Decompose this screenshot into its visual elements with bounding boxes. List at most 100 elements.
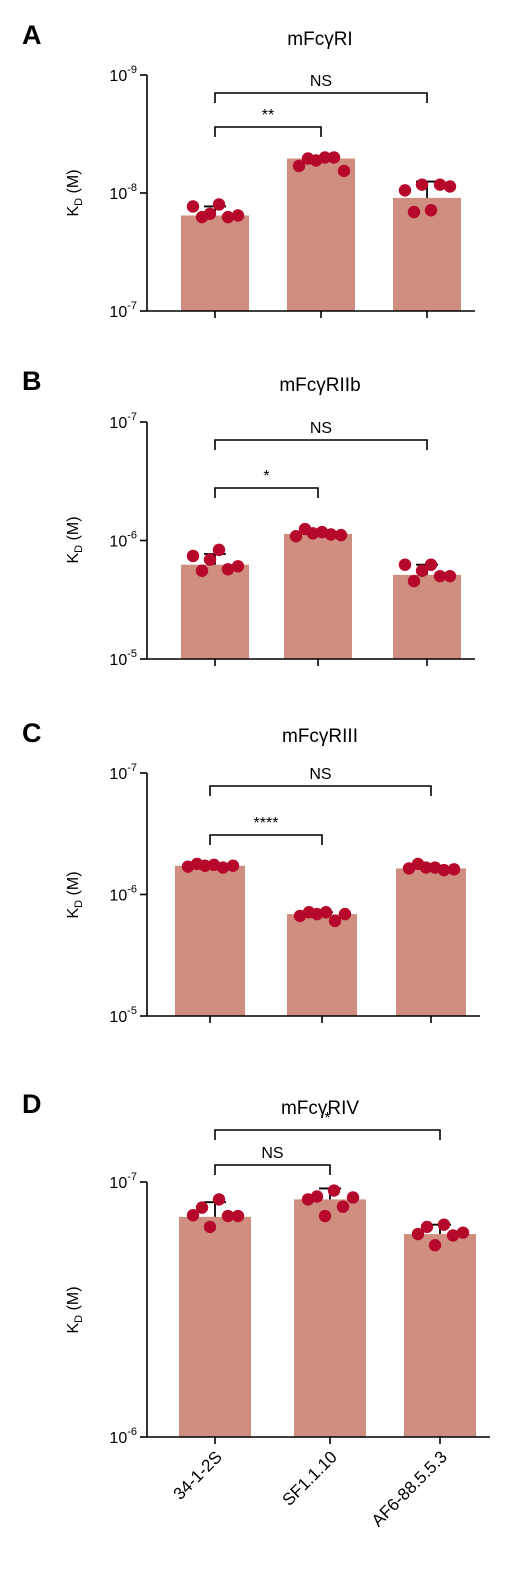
ylabel-unit: (M) <box>65 1286 82 1314</box>
ylabel-unit: (M) <box>65 871 82 899</box>
ylabel-sub: D <box>73 545 85 553</box>
tick-base: 10 <box>109 304 127 321</box>
y-axis-label: KD (M) <box>65 871 85 918</box>
data-point <box>327 1184 341 1197</box>
data-point <box>407 205 421 219</box>
y-tick-label: 10-7 <box>109 1171 137 1192</box>
data-point <box>437 863 451 877</box>
data-point <box>327 151 341 164</box>
significance-bracket <box>214 126 322 137</box>
data-point <box>221 210 235 224</box>
data-point <box>411 1227 425 1241</box>
data-point <box>318 151 332 164</box>
significance-bracket <box>214 439 428 450</box>
data-point <box>437 1218 451 1231</box>
data-point <box>398 184 412 197</box>
data-point <box>292 159 306 173</box>
y-tick-label: 10-5 <box>109 648 137 669</box>
tick-base: 10 <box>109 1009 127 1026</box>
data-point <box>433 569 447 583</box>
panel-label: C <box>22 718 42 748</box>
bar <box>294 1199 366 1437</box>
data-point <box>203 553 217 566</box>
bar <box>175 865 245 1016</box>
data-point <box>328 914 342 928</box>
significance-label: NS <box>261 1145 283 1162</box>
tick-base: 10 <box>109 1175 127 1192</box>
y-tick-label: 10-6 <box>109 884 137 905</box>
data-point <box>428 1239 442 1252</box>
data-point <box>186 1209 200 1222</box>
ylabel-sub: D <box>73 900 85 908</box>
tick-exponent: -7 <box>127 411 137 423</box>
data-point <box>446 1229 460 1242</box>
bar <box>404 1234 476 1437</box>
data-point <box>415 178 429 191</box>
data-point <box>318 1209 332 1223</box>
data-point <box>198 859 212 872</box>
y-axis-label: KD (M) <box>65 169 85 216</box>
tick-exponent: -6 <box>127 530 137 542</box>
tick-base: 10 <box>109 766 127 783</box>
bar <box>287 914 357 1016</box>
tick-base: 10 <box>109 68 127 85</box>
data-point <box>203 1220 217 1234</box>
data-point <box>398 558 412 571</box>
data-point <box>221 563 235 576</box>
bar <box>393 574 461 659</box>
chart-title: mFcγRI <box>287 29 352 50</box>
ylabel-main: K <box>65 908 82 919</box>
data-point <box>324 528 338 541</box>
tick-base: 10 <box>109 888 127 905</box>
y-tick-label: 10-7 <box>109 762 137 783</box>
ylabel-main: K <box>65 553 82 564</box>
data-point <box>407 574 421 588</box>
y-tick-label: 10-7 <box>109 411 137 432</box>
y-axis-label: KD (M) <box>65 1286 85 1333</box>
data-point <box>346 1191 360 1204</box>
data-point <box>221 1209 235 1223</box>
ylabel-main: K <box>65 206 82 217</box>
data-point <box>231 1209 245 1223</box>
data-point <box>310 1190 324 1203</box>
panel-label: B <box>22 366 42 396</box>
significance-bracket <box>214 487 319 498</box>
data-point <box>415 564 429 577</box>
tick-exponent: -6 <box>127 1426 137 1438</box>
data-point <box>289 530 303 543</box>
data-point <box>456 1226 470 1239</box>
y-tick-label: 10-6 <box>109 1426 137 1447</box>
bar <box>393 197 461 311</box>
bar <box>181 215 249 311</box>
tick-base: 10 <box>109 1430 127 1447</box>
data-point <box>231 209 245 222</box>
data-point <box>203 207 217 220</box>
tick-exponent: -6 <box>127 884 137 896</box>
data-point <box>419 861 433 874</box>
chart-title: mFcγRIII <box>282 726 358 747</box>
tick-exponent: -9 <box>127 64 137 76</box>
category-label: AF6-88.5.5.3 <box>368 1447 451 1530</box>
significance-label: **** <box>254 815 279 832</box>
data-point <box>186 549 200 563</box>
data-point <box>443 180 457 193</box>
bar <box>287 158 355 311</box>
y-tick-label: 10-5 <box>109 1005 137 1026</box>
significance-bracket <box>214 92 428 103</box>
data-point <box>195 1201 209 1214</box>
ylabel-sub: D <box>73 1315 85 1323</box>
data-point <box>186 200 200 213</box>
data-point <box>212 198 226 211</box>
significance-label: ** <box>262 107 274 124</box>
data-point <box>420 1220 434 1234</box>
y-tick-label: 10-9 <box>109 64 137 85</box>
data-point <box>334 528 348 542</box>
data-point <box>338 907 352 921</box>
significance-label: * <box>263 468 269 485</box>
significance-bracket <box>209 834 323 845</box>
tick-exponent: -5 <box>127 648 137 660</box>
data-point <box>226 859 240 872</box>
data-point <box>319 906 333 919</box>
data-point <box>212 543 226 557</box>
